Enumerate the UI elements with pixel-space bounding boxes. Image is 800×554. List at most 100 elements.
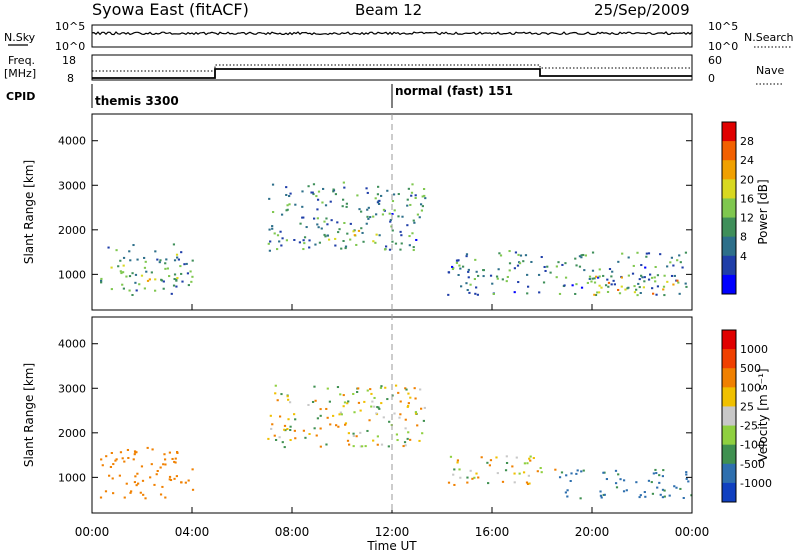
echo-cell bbox=[288, 203, 291, 206]
echo-cell bbox=[376, 443, 379, 446]
echo-cell bbox=[650, 276, 654, 279]
echo-cell bbox=[580, 286, 584, 289]
echo-cell bbox=[402, 445, 405, 448]
echo-cell bbox=[621, 252, 624, 255]
echo-cell bbox=[324, 204, 328, 207]
echo-cell bbox=[317, 190, 321, 193]
echo-cell bbox=[278, 240, 281, 243]
echo-cell bbox=[105, 455, 108, 458]
echo-cell bbox=[679, 261, 682, 264]
echo-cell bbox=[273, 434, 276, 437]
echo-cell bbox=[325, 217, 328, 220]
echo-cell bbox=[134, 475, 137, 478]
echo-cell bbox=[172, 284, 176, 287]
x-tick-label: 04:00 bbox=[175, 525, 210, 539]
echo-cell bbox=[341, 198, 345, 201]
echo-cell bbox=[162, 463, 165, 466]
nsky-tick-bottom: 10^0 bbox=[55, 40, 85, 53]
echo-cell bbox=[278, 415, 282, 418]
colorbar-segment bbox=[722, 387, 736, 407]
colorbar-tick-label: 500 bbox=[740, 362, 761, 375]
echo-cell bbox=[497, 268, 500, 271]
echo-cell bbox=[414, 411, 418, 414]
echo-cell bbox=[101, 464, 104, 467]
echo-cell bbox=[319, 445, 322, 448]
colorbar-frame bbox=[721, 329, 737, 503]
echo-cell bbox=[501, 480, 505, 483]
echo-cell bbox=[314, 399, 317, 402]
echo-cell bbox=[316, 417, 319, 420]
echo-cell bbox=[408, 235, 411, 238]
colorbar-segment bbox=[722, 463, 736, 484]
echo-cell bbox=[175, 279, 178, 282]
echo-cell bbox=[557, 261, 560, 264]
echo-cell bbox=[517, 281, 520, 284]
echo-cell bbox=[643, 280, 646, 283]
echo-cell bbox=[627, 256, 630, 259]
echo-cell bbox=[631, 272, 635, 275]
echo-cell bbox=[154, 278, 157, 281]
echo-cell bbox=[650, 481, 653, 484]
echo-cell bbox=[349, 222, 352, 225]
echo-cell bbox=[120, 272, 123, 275]
echo-cell bbox=[605, 478, 609, 481]
echo-cell bbox=[267, 437, 270, 440]
echo-cell bbox=[308, 239, 311, 242]
echo-cell bbox=[268, 197, 271, 200]
echo-cell bbox=[414, 397, 417, 400]
echo-cell bbox=[610, 283, 613, 286]
echo-cell bbox=[288, 195, 291, 198]
echo-cell bbox=[144, 260, 147, 263]
colorbar-segment bbox=[722, 179, 736, 199]
echo-cell bbox=[128, 250, 131, 253]
echo-cell bbox=[526, 292, 529, 295]
nsearch-tick-top: 10^5 bbox=[708, 20, 738, 33]
echo-cell bbox=[583, 269, 586, 272]
echo-cell bbox=[366, 215, 369, 218]
echo-cell bbox=[314, 243, 317, 246]
echo-cell bbox=[326, 223, 329, 226]
echo-cell bbox=[513, 267, 516, 270]
y-tick-label: 3000 bbox=[58, 382, 86, 395]
echo-cell bbox=[334, 237, 337, 240]
echo-cell bbox=[338, 228, 341, 231]
beam-label: Beam 12 bbox=[355, 1, 422, 19]
echo-cell bbox=[640, 264, 643, 267]
echo-cell bbox=[663, 294, 666, 297]
echo-cell bbox=[289, 439, 292, 442]
echo-cell bbox=[372, 215, 375, 218]
colorbar-segment bbox=[722, 274, 736, 295]
echo-cell bbox=[125, 275, 128, 278]
echo-cell bbox=[393, 209, 396, 212]
echo-cell bbox=[347, 432, 350, 435]
echo-cell bbox=[636, 251, 639, 254]
echo-cell bbox=[312, 193, 315, 196]
nsky-label: N.Sky bbox=[4, 31, 36, 44]
echo-cell bbox=[654, 265, 657, 268]
echo-cell bbox=[542, 281, 546, 284]
echo-cell bbox=[361, 231, 364, 234]
echo-cell bbox=[622, 479, 626, 482]
echo-cell bbox=[656, 285, 660, 288]
echo-cell bbox=[413, 221, 416, 224]
echo-cell bbox=[381, 213, 385, 216]
echo-cell bbox=[578, 255, 582, 258]
echo-cell bbox=[108, 474, 111, 477]
echo-cell bbox=[679, 487, 682, 490]
echo-cell bbox=[518, 262, 522, 265]
echo-cell bbox=[619, 478, 622, 481]
echo-cell bbox=[276, 248, 279, 251]
echo-cell bbox=[420, 209, 424, 212]
echo-cell bbox=[580, 254, 583, 257]
echo-cell bbox=[286, 204, 289, 207]
echo-cell bbox=[421, 432, 424, 435]
echo-cell bbox=[311, 191, 314, 194]
colorbar-segment bbox=[722, 330, 736, 350]
nave-trace bbox=[92, 64, 692, 72]
echo-cell bbox=[100, 281, 103, 284]
echo-cell bbox=[140, 274, 144, 277]
echo-cell bbox=[376, 406, 379, 409]
echo-cell bbox=[467, 276, 470, 279]
echo-cell bbox=[340, 413, 343, 416]
echo-cell bbox=[168, 275, 171, 278]
